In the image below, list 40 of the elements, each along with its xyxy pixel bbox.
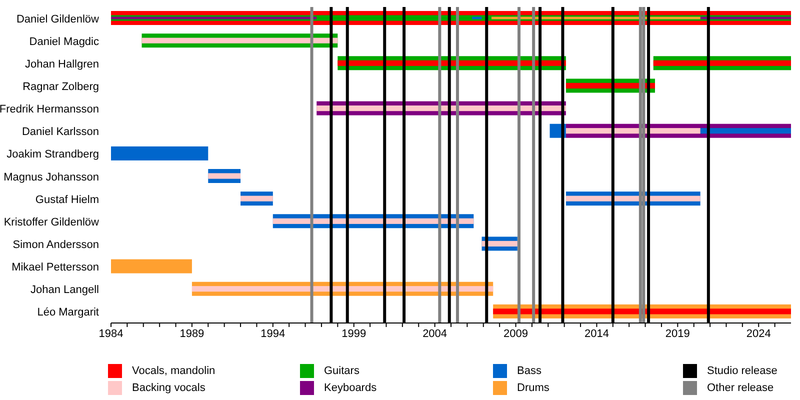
legend-label: Bass bbox=[517, 364, 542, 376]
y-tick-label: Léo Margarit bbox=[37, 306, 99, 319]
bar bbox=[482, 240, 518, 247]
y-tick-label: Mikael Pettersson bbox=[12, 262, 99, 274]
y-tick-label: Daniel Magdic bbox=[29, 36, 100, 48]
y-tick-label: Joakim Strandberg bbox=[6, 148, 99, 161]
bar bbox=[208, 173, 241, 179]
y-tick-label: Kristoffer Gildenlöw bbox=[4, 216, 100, 228]
y-tick-label: Ragnar Zolberg bbox=[22, 81, 99, 93]
legend-label: Vocals, mandolin bbox=[132, 364, 216, 376]
y-tick-label: Johan Hallgren bbox=[25, 58, 99, 70]
bar bbox=[111, 259, 192, 274]
legend-label: Backing vocals bbox=[132, 382, 206, 394]
x-tick-label: 2004 bbox=[422, 328, 448, 340]
bar bbox=[240, 196, 273, 202]
legend-label: Guitars bbox=[324, 364, 360, 376]
y-tick-label: Daniel Gildenlöw bbox=[16, 13, 100, 26]
x-tick-label: 2024 bbox=[746, 328, 771, 340]
legend-label: Studio release bbox=[707, 364, 778, 376]
legend-label: Keyboards bbox=[324, 382, 377, 394]
y-tick-label: Gustaf Hielm bbox=[35, 194, 99, 206]
y-tick-label: Fredrik Hermansson bbox=[0, 104, 99, 116]
bar bbox=[566, 196, 700, 202]
x-tick-label: 1999 bbox=[342, 328, 366, 340]
legend-label: Drums bbox=[517, 382, 550, 394]
y-tick-label: Johan Langell bbox=[30, 284, 99, 296]
x-tick-label: 2019 bbox=[665, 328, 690, 340]
bar bbox=[142, 38, 338, 44]
y-tick-label: Daniel Karlsson bbox=[22, 126, 99, 138]
x-tick-label: 1994 bbox=[260, 328, 286, 340]
x-tick-label: 2009 bbox=[504, 328, 528, 340]
y-tick-label: Simon Andersson bbox=[12, 239, 99, 251]
legend-label: Other release bbox=[707, 382, 774, 394]
x-tick-label: 1989 bbox=[180, 328, 204, 340]
y-tick-label: Magnus Johansson bbox=[4, 171, 99, 184]
bar bbox=[566, 128, 700, 134]
x-tick-label: 1984 bbox=[98, 328, 124, 340]
bar bbox=[111, 146, 208, 160]
bar bbox=[653, 60, 791, 66]
x-tick-label: 2014 bbox=[584, 328, 609, 340]
